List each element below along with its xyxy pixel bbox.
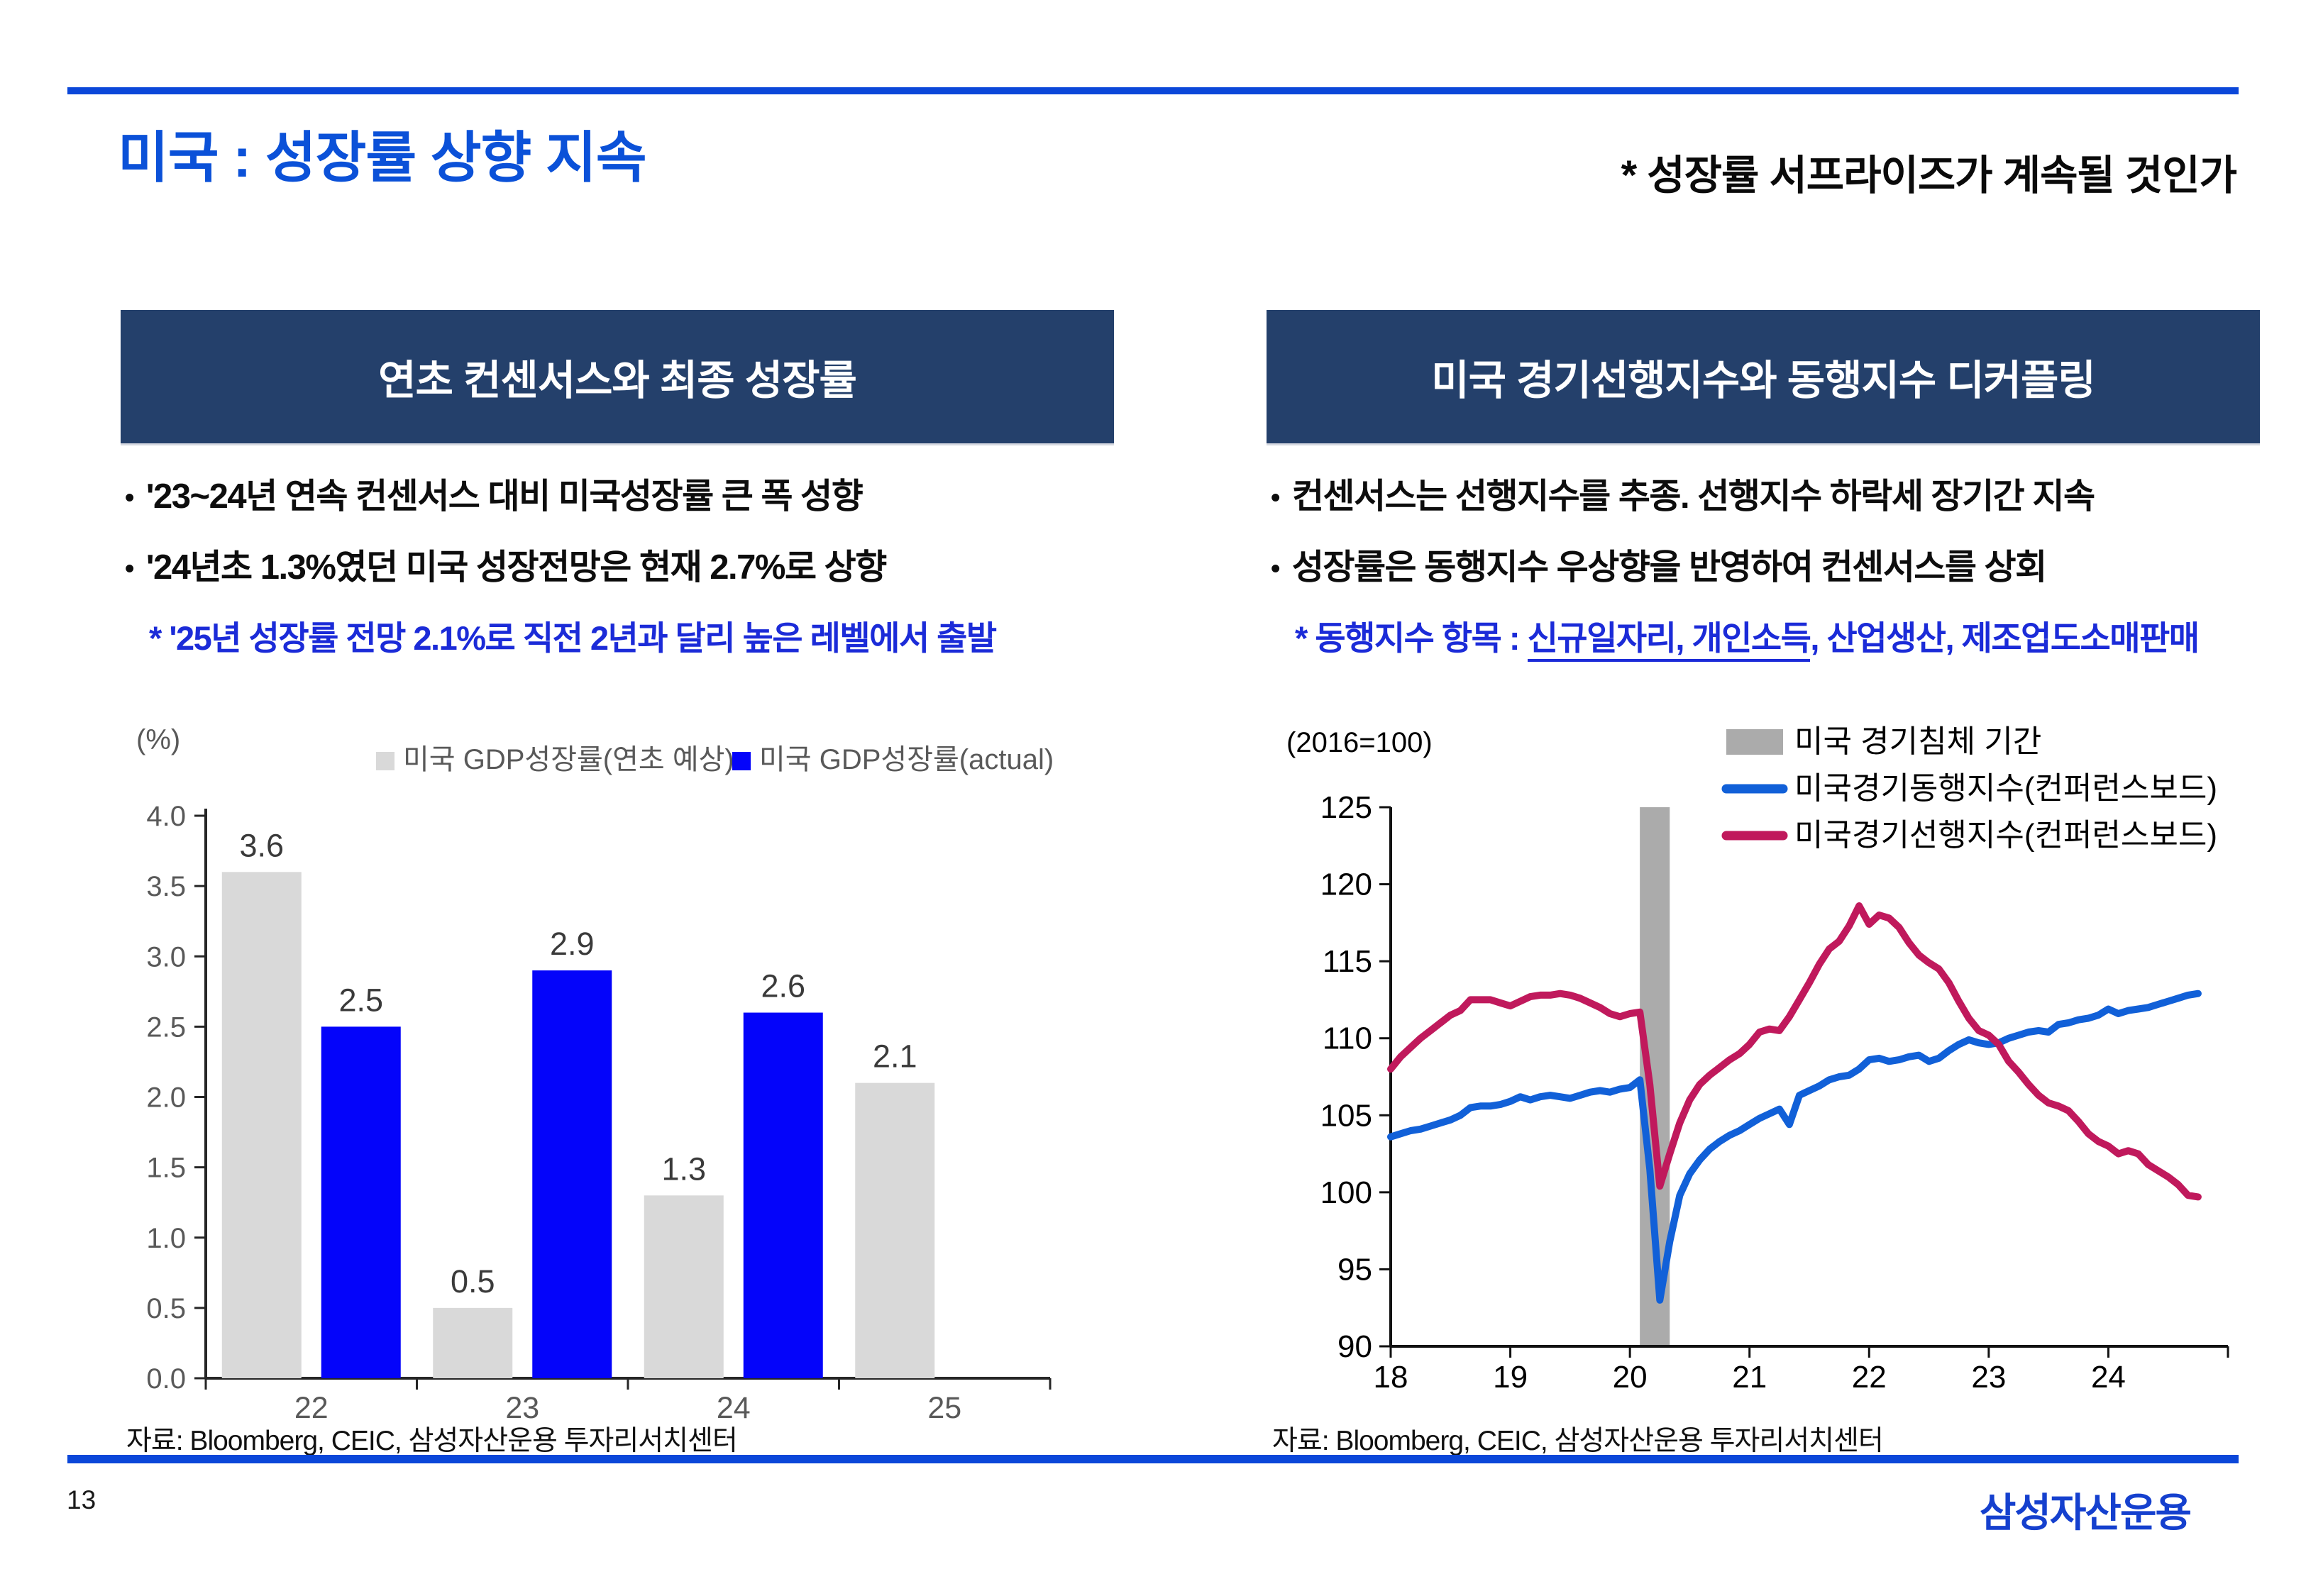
svg-text:120: 120 <box>1320 868 1372 902</box>
svg-text:21: 21 <box>1732 1360 1767 1395</box>
svg-text:미국 GDP성장률(actual): 미국 GDP성장률(actual) <box>759 744 1054 775</box>
svg-text:90: 90 <box>1337 1329 1372 1364</box>
left-note: * '25년 성장률 전망 2.1%로 직전 2년과 달리 높은 레벨에서 출발 <box>149 619 997 657</box>
right-panel-header: 미국 경기선행지수와 동행지수 디커플링 <box>1267 310 2260 443</box>
svg-text:1.0: 1.0 <box>146 1223 186 1254</box>
svg-text:1.3: 1.3 <box>661 1151 706 1187</box>
page-title: 미국 : 성장률 상향 지속 <box>118 126 646 189</box>
left-panel-header: 연초 컨센서스와 최종 성장률 <box>121 310 1114 443</box>
svg-text:0.0: 0.0 <box>146 1363 186 1395</box>
svg-text:24: 24 <box>2091 1360 2126 1395</box>
left-source: 자료: Bloomberg, CEIC, 삼성자산운용 투자리서치센터 <box>126 1426 738 1456</box>
right-bullet-2: 성장률은 동행지수 우상향을 반영하여 컨센서스를 상회 <box>1271 548 2260 589</box>
gdp-bar-chart: 0.0 0.5 1.0 1.5 2.0 2.5 3.0 3.5 4.0 22 3.6 2.5 23 0.5… <box>136 724 1054 1425</box>
svg-text:110: 110 <box>1323 1021 1372 1056</box>
right-note-prefix: * 동행지수 항목 : <box>1295 619 1528 657</box>
svg-text:22: 22 <box>1852 1360 1887 1395</box>
svg-text:3.6: 3.6 <box>239 827 284 863</box>
svg-text:18: 18 <box>1374 1360 1408 1395</box>
top-rule <box>67 87 2239 94</box>
left-bullet-2: '24년초 1.3%였던 미국 성장전망은 현재 2.7%로 상향 <box>125 548 1114 589</box>
svg-text:미국 경기침체 기간: 미국 경기침체 기간 <box>1794 724 2041 759</box>
svg-text:(%): (%) <box>136 724 180 755</box>
svg-text:0.5: 0.5 <box>146 1293 186 1324</box>
svg-text:25: 25 <box>927 1391 961 1425</box>
svg-text:105: 105 <box>1320 1098 1372 1133</box>
svg-text:2.5: 2.5 <box>338 982 383 1018</box>
page-subtitle: * 성장률 서프라이즈가 계속될 것인가 <box>1621 153 2237 199</box>
svg-text:23: 23 <box>505 1391 539 1425</box>
indexes-line-chart: 90 95 100 105 110 115 120 125 18 19 20 21 22 23 24 미국 경… <box>1286 724 2229 1395</box>
svg-text:미국 GDP성장률(연초 예상): 미국 GDP성장률(연초 예상) <box>403 744 734 775</box>
right-source: 자료: Bloomberg, CEIC, 삼성자산운용 투자리서치센터 <box>1272 1426 1884 1456</box>
svg-text:2.6: 2.6 <box>761 968 805 1004</box>
right-panel-bullets: 컨센서스는 선행지수를 추종. 선행지수 하락세 장기간 지속 성장률은 동행지… <box>1267 477 2260 662</box>
svg-text:3.0: 3.0 <box>146 941 186 972</box>
svg-text:3.5: 3.5 <box>146 871 186 902</box>
right-note-rest: , 산업생산, 제조업도소매판매 <box>1810 619 2200 657</box>
svg-text:2.1: 2.1 <box>873 1038 917 1075</box>
svg-text:(2016=100): (2016=100) <box>1286 727 1433 758</box>
right-note-underlined: 신규일자리, 개인소득 <box>1527 619 1811 662</box>
svg-text:24: 24 <box>717 1391 751 1425</box>
right-bullet-1: 컨센서스는 선행지수를 추종. 선행지수 하락세 장기간 지속 <box>1271 477 2260 518</box>
svg-text:22: 22 <box>294 1391 329 1425</box>
svg-text:2.9: 2.9 <box>550 926 595 962</box>
left-bullet-1: '23~24년 연속 컨센서스 대비 미국성장률 큰 폭 성향 <box>125 477 1114 518</box>
svg-text:100: 100 <box>1320 1175 1372 1210</box>
svg-text:2.5: 2.5 <box>146 1012 186 1043</box>
svg-text:95: 95 <box>1337 1252 1372 1287</box>
page-number: 13 <box>67 1485 96 1514</box>
left-panel-bullets: '23~24년 연속 컨센서스 대비 미국성장률 큰 폭 성향 '24년초 1.… <box>121 477 1114 658</box>
svg-text:미국경기선행지수(컨퍼런스보드): 미국경기선행지수(컨퍼런스보드) <box>1794 818 2217 853</box>
svg-text:115: 115 <box>1323 944 1372 979</box>
svg-text:1.5: 1.5 <box>146 1153 186 1184</box>
svg-text:미국경기동행지수(컨퍼런스보드): 미국경기동행지수(컨퍼런스보드) <box>1794 771 2217 806</box>
svg-text:125: 125 <box>1320 790 1372 825</box>
svg-text:0.5: 0.5 <box>451 1263 495 1299</box>
svg-text:20: 20 <box>1613 1360 1648 1395</box>
svg-text:4.0: 4.0 <box>146 801 186 832</box>
svg-text:23: 23 <box>1971 1360 2006 1395</box>
svg-text:19: 19 <box>1493 1360 1528 1395</box>
svg-text:2.0: 2.0 <box>146 1082 186 1114</box>
bottom-rule <box>67 1455 2239 1463</box>
right-note: * 동행지수 항목 : 신규일자리, 개인소득, 산업생산, 제조업도소매판매 <box>1295 619 2260 662</box>
samsung-asset-management-logo: 삼성자산운용 <box>1979 1490 2192 1535</box>
